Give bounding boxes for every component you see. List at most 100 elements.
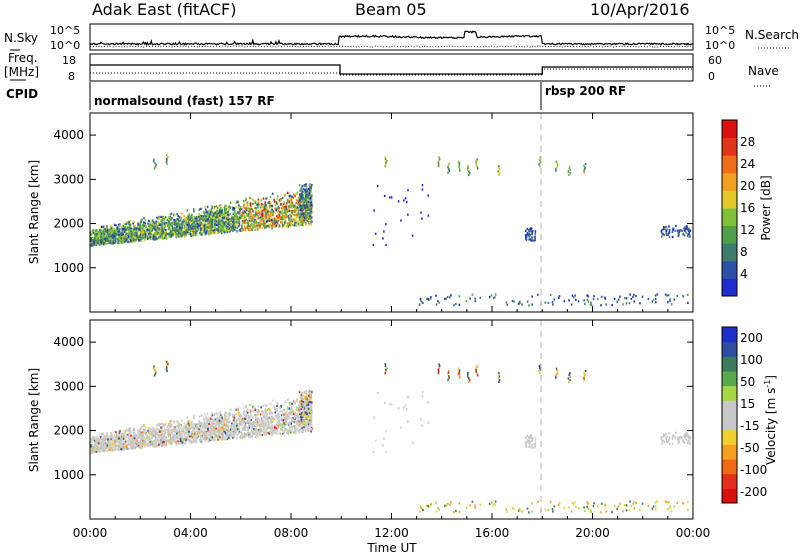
power-echo — [298, 224, 300, 227]
power-echo — [234, 213, 236, 216]
power-echo — [570, 303, 573, 306]
power-echo — [193, 208, 195, 211]
velocity-echo — [225, 414, 227, 418]
power-echo — [126, 221, 128, 224]
velocity-echo — [200, 424, 203, 427]
power-echo — [572, 296, 575, 299]
velocity-echo — [218, 431, 221, 434]
velocity-echo — [218, 436, 221, 440]
velocity-echo — [224, 416, 226, 419]
velocity-echo — [217, 434, 220, 437]
power-echo — [237, 206, 240, 209]
velocity-echo — [151, 436, 153, 439]
velocity-echo — [175, 426, 178, 429]
velocity-echo — [116, 433, 119, 436]
power-echo — [305, 196, 307, 199]
power-echo — [176, 213, 178, 216]
power-echo — [216, 221, 219, 224]
power-echo — [194, 230, 197, 234]
power-echo — [228, 204, 231, 207]
power-echo — [99, 240, 101, 243]
velocity-echo — [132, 437, 135, 440]
velocity-echo — [116, 445, 119, 448]
power-echo — [309, 184, 311, 187]
power-echo — [304, 205, 306, 209]
power-echo — [185, 231, 187, 234]
velocity-echo — [188, 426, 190, 429]
freq-left-label-2: [MHz] — [4, 65, 39, 79]
power-echo — [497, 170, 500, 173]
power-echo — [100, 229, 102, 232]
power-echo — [676, 295, 679, 298]
power-echo — [192, 225, 195, 228]
power-echo — [186, 209, 189, 212]
power-echo — [100, 231, 103, 234]
velocity-echo — [185, 429, 187, 433]
power-echo — [216, 206, 219, 209]
velocity-echo — [240, 421, 242, 424]
power-echo — [133, 225, 135, 228]
velocity-echo — [242, 421, 245, 424]
power-echo — [306, 199, 309, 202]
power-echo — [224, 212, 227, 215]
power-echo — [291, 211, 293, 214]
power-echo — [256, 214, 259, 217]
velocity-echo — [287, 421, 290, 425]
power-echo — [194, 229, 197, 232]
velocity-echo — [222, 419, 224, 422]
power-echo — [654, 294, 657, 297]
power-echo — [182, 231, 184, 234]
power-echo — [176, 225, 178, 228]
power-echo — [429, 297, 432, 300]
power-echo — [269, 223, 272, 226]
power-echo — [240, 211, 242, 214]
power-echo — [310, 209, 313, 213]
power-echo — [153, 167, 156, 170]
power-echo — [241, 224, 243, 227]
power-echo — [224, 209, 226, 212]
velocity-echo — [255, 417, 257, 420]
power-echo — [426, 297, 428, 300]
power-echo — [301, 222, 303, 225]
power-echo — [127, 240, 129, 243]
power-echo — [661, 235, 663, 238]
power-echo — [102, 241, 105, 244]
power-echo — [241, 226, 243, 229]
velocity-echo — [293, 400, 295, 403]
power-echo — [665, 225, 667, 228]
power-echo — [125, 227, 128, 230]
velocity-echo — [208, 417, 211, 420]
power-echo — [232, 221, 234, 224]
power-echo — [220, 215, 223, 218]
power-echo — [283, 206, 285, 209]
velocity-echo — [188, 435, 191, 438]
power-echo — [665, 229, 667, 232]
power-echo — [498, 168, 501, 171]
power-echo — [384, 158, 387, 161]
power-echo — [249, 227, 252, 230]
power-echo — [123, 241, 125, 244]
velocity-echo — [243, 428, 245, 431]
power-echo — [232, 224, 234, 227]
power-echo — [142, 228, 144, 231]
power-echo — [129, 233, 131, 236]
power-echo — [260, 222, 262, 225]
power-echo — [231, 215, 233, 218]
power-echo — [300, 205, 303, 208]
power-echo — [233, 221, 235, 224]
power-echo — [218, 231, 221, 234]
power-echo — [273, 217, 276, 220]
velocity-echo — [271, 424, 273, 427]
power-echo — [199, 224, 202, 227]
power-echo — [475, 162, 477, 165]
velocity-echo — [249, 427, 252, 430]
power-echo — [258, 225, 260, 228]
power-echo — [117, 237, 120, 240]
power-echo — [201, 226, 204, 229]
power-echo — [178, 224, 181, 227]
velocity-echo — [243, 410, 246, 413]
velocity-echo — [220, 422, 223, 425]
power-echo — [682, 233, 684, 236]
power-echo — [293, 193, 295, 196]
power-echo — [374, 232, 377, 235]
